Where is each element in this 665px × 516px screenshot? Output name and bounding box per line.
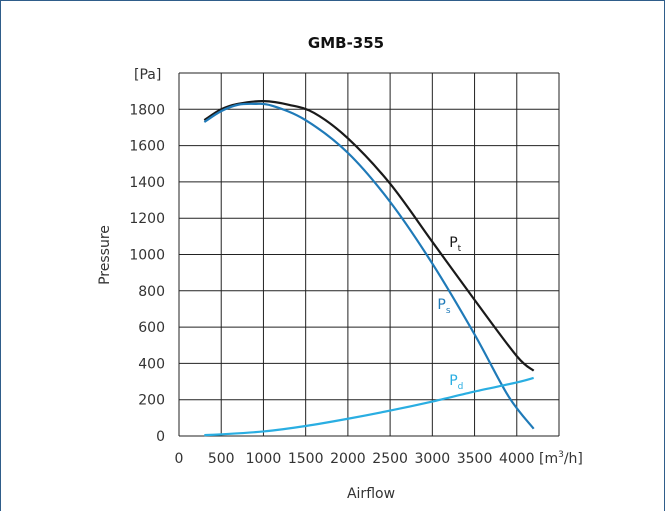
series-labels: Pt Ps Pd [437,235,463,392]
y-tick-label: 600 [138,320,165,336]
x-tick-label: 2500 [372,451,408,467]
y-tick-label: 400 [138,356,165,372]
x-tick-label: 1000 [246,451,282,467]
series-label-pd: Pd [449,373,463,392]
x-unit-end: /h] [564,451,583,467]
curve-pt [203,100,535,372]
x-tick-label: 0 [175,451,184,467]
y-axis-unit: [Pa] [134,67,161,83]
curve-ps [203,102,535,430]
curves [203,100,535,437]
y-tick-label: 0 [156,429,165,445]
x-tick-label: 4000 [499,451,535,467]
y-tick-label: 1200 [129,211,165,227]
x-tick-label: 1500 [288,451,324,467]
y-axis-label: Pressure [97,225,113,285]
y-tick-label: 200 [138,393,165,409]
x-unit-base: [m [539,451,558,467]
series-label-ps: Ps [437,297,450,316]
y-tick-label: 1400 [129,175,165,191]
x-tick-label: 3000 [415,451,451,467]
x-tick-label: 3500 [457,451,493,467]
x-axis-unit: [m3/h] [539,450,583,467]
x-tick-label: 2000 [330,451,366,467]
grid [178,72,560,437]
y-tick-label: 1000 [129,248,165,264]
y-tick-label: 800 [138,284,165,300]
x-axis-label: Airflow [347,486,395,502]
x-tick-label: 500 [208,451,235,467]
curve-pd [204,376,534,437]
series-label-pt: Pt [449,235,461,254]
y-tick-label: 1800 [129,102,165,118]
y-tick-label: 1600 [129,139,165,155]
tick-labels: 0 500 1000 1500 2000 2500 3000 3500 4000 0 200 400 6… [129,102,534,467]
chart-title: GMB-355 [308,34,384,52]
x-unit-superscript: 3 [558,450,564,460]
